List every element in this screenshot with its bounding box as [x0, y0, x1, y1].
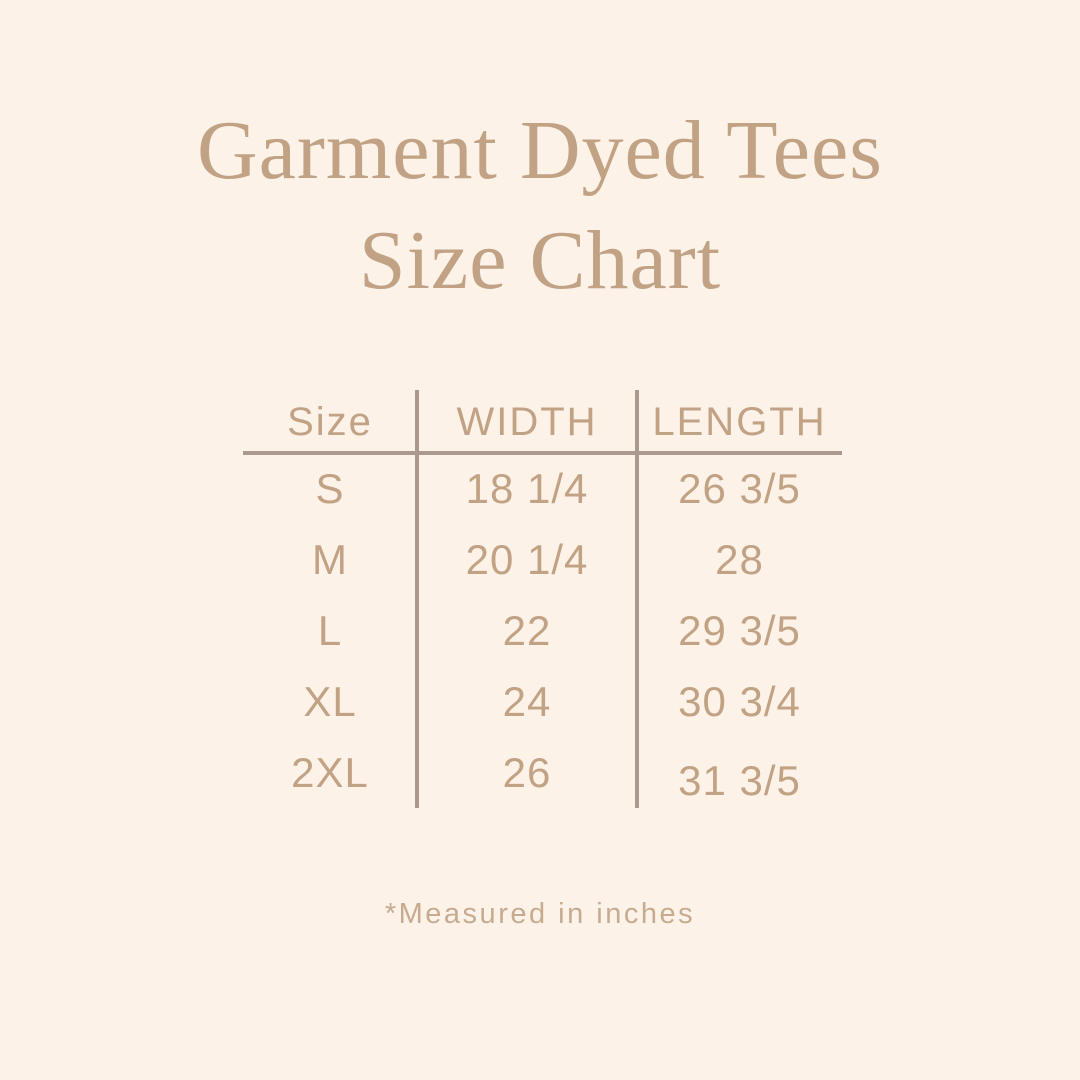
table-row-xl-size: XL	[303, 677, 357, 725]
page-title: Garment Dyed Tees Size Chart	[0, 96, 1080, 316]
table-column-divider-1	[415, 390, 419, 808]
table-row-xl-length: 30 3/4	[678, 677, 801, 725]
table-row-l-size: L	[317, 606, 343, 654]
table-row-m-length: 28	[715, 536, 764, 584]
size-table: Size WIDTH LENGTH S 18 1/4 26 3/5 M 20 1…	[243, 390, 842, 808]
table-row-m-size: M	[312, 536, 348, 584]
column-header-size: Size	[287, 399, 373, 444]
table-row-l-length: 29 3/5	[678, 606, 801, 654]
measurement-unit-footnote: *Measured in inches	[384, 898, 696, 930]
table-row-s-length: 26 3/5	[678, 465, 801, 513]
column-header-length: LENGTH	[652, 399, 827, 444]
column-header-width: WIDTH	[456, 399, 598, 444]
table-row-2xl-size: 2XL	[291, 748, 369, 796]
table-row-2xl-length: 31 3/5	[678, 756, 801, 804]
table-row-m-width: 20 1/4	[465, 536, 589, 584]
table-column-divider-2	[635, 390, 639, 808]
page-title-line1: Garment Dyed Tees	[196, 104, 883, 197]
table-row-2xl-width: 26	[502, 748, 552, 796]
table-row-s-width: 18 1/4	[465, 465, 589, 513]
page-title-line2: Size Chart	[358, 214, 722, 307]
table-row-l-width: 22	[502, 606, 552, 654]
table-row-xl-width: 24	[502, 677, 552, 725]
table-header-divider	[243, 451, 842, 455]
table-row-s-size: S	[315, 465, 345, 513]
